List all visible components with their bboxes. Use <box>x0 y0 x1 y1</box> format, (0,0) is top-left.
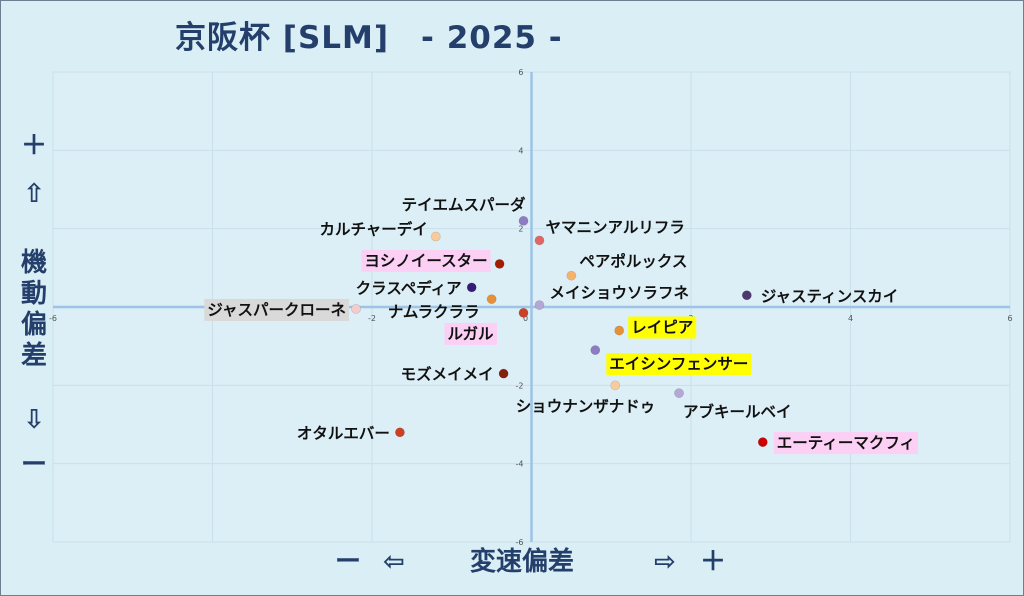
y-axis-label-char-4: 差 <box>20 341 47 371</box>
point-label: ジャスティンスカイ <box>761 287 899 305</box>
right-arrow-icon: ⇨ <box>654 547 676 577</box>
y-tick-label: 4 <box>518 146 523 155</box>
data-point <box>351 304 361 314</box>
label-highlight <box>628 316 697 339</box>
label-highlight <box>361 249 491 272</box>
data-point <box>498 368 509 379</box>
data-point <box>534 300 545 310</box>
point-label: オタルエバー <box>297 424 390 442</box>
data-point <box>494 259 505 269</box>
point-label: ヨシノイースター <box>364 252 487 270</box>
data-point <box>395 427 405 438</box>
x-tick-label: 6 <box>1007 314 1012 323</box>
label-highlight <box>606 353 752 376</box>
point-label: ペアポルックス <box>579 252 687 271</box>
data-point <box>590 345 601 355</box>
x-tick-label: 0 <box>523 314 528 323</box>
y-axis-label-char-2: 動 <box>20 279 47 309</box>
point-label: カルチャーデイ <box>319 220 427 239</box>
point-label: メイショウソラフネ <box>549 284 689 302</box>
data-point <box>486 294 497 305</box>
point-label: ショウナンザナドゥ <box>516 397 656 415</box>
point-label: モズメイメイ <box>401 365 494 384</box>
data-point <box>741 290 752 301</box>
x-minus-sign: ー <box>335 547 362 577</box>
point-label: アブキールベイ <box>683 402 792 421</box>
point-label: クラスペディア <box>356 278 462 297</box>
point-label: エーティーマクフィ <box>777 434 915 452</box>
y-plus-sign: ＋ <box>20 131 47 161</box>
data-point <box>614 325 625 336</box>
x-axis-label: 変速偏差 <box>470 547 575 577</box>
left-arrow-icon: ⇦ <box>383 547 405 577</box>
y-minus-sign: ー <box>20 450 47 480</box>
y-tick-label: 6 <box>518 68 523 77</box>
data-point <box>610 380 621 391</box>
data-point <box>566 270 577 281</box>
x-tick-label: 4 <box>848 314 853 323</box>
y-axis-label-char-3: 偏 <box>20 310 47 340</box>
data-point <box>430 231 441 242</box>
point-label: ジャスパークローネ <box>207 301 346 319</box>
up-arrow-icon: ⇧ <box>23 179 45 209</box>
x-tick-label: -6 <box>49 314 57 323</box>
y-tick-label: 2 <box>518 225 523 234</box>
data-point <box>518 215 529 226</box>
point-label: レイピア <box>631 319 693 337</box>
point-label: ヤマニンアルリフラ <box>545 218 684 236</box>
x-plus-sign: ＋ <box>700 547 727 577</box>
label-highlight <box>773 432 919 455</box>
y-axis-label-char-1: 機 <box>20 248 47 278</box>
y-tick-label: -2 <box>516 381 524 390</box>
y-tick-label: -4 <box>516 460 524 469</box>
point-label: ナムラクララ <box>388 303 480 321</box>
down-arrow-icon: ⇩ <box>23 405 45 435</box>
y-tick-label: -6 <box>516 538 524 547</box>
label-highlight <box>204 298 350 321</box>
point-label: エイシンフェンサー <box>609 355 748 373</box>
chart-title: 京阪杯 [SLM] - 2025 - <box>175 20 563 56</box>
data-point <box>466 282 477 293</box>
data-point <box>757 437 768 448</box>
x-tick-label: -2 <box>368 314 376 323</box>
point-label: ルガル <box>447 325 494 343</box>
label-highlight <box>444 322 498 345</box>
data-point <box>518 307 529 318</box>
data-point <box>674 388 684 399</box>
data-point <box>534 235 545 246</box>
point-label: テイエムスパーダ <box>402 195 526 214</box>
